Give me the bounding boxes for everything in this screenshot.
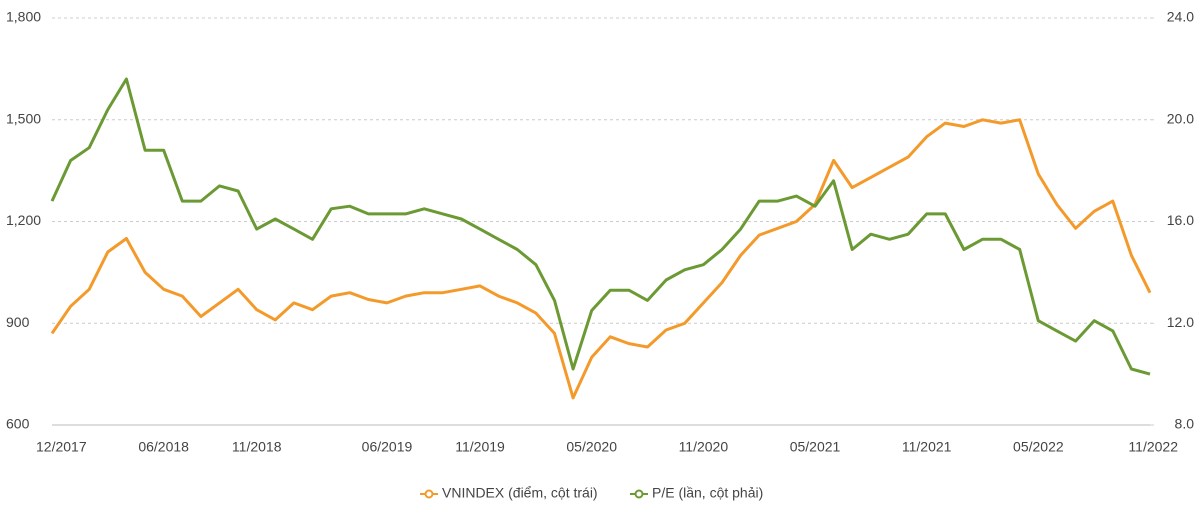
y2-tick-label: 16.0 [1167, 212, 1194, 228]
x-tick-label: 11/2020 [679, 439, 729, 455]
y2-tick-label: 12.0 [1167, 314, 1194, 330]
y2-tick-label: 20.0 [1167, 110, 1194, 126]
legend-label: P/E (lần, cột phải) [652, 485, 763, 501]
y2-tick-label: 8.0 [1175, 416, 1195, 432]
x-tick-label: 06/2019 [362, 439, 413, 455]
x-tick-label: 11/2018 [232, 439, 282, 455]
y-tick-label: 1,200 [6, 212, 41, 228]
x-tick-label: 06/2018 [138, 439, 189, 455]
y2-tick-label: 24.0 [1167, 9, 1194, 25]
x-tick-label: 12/2017 [36, 439, 87, 455]
legend-marker [634, 489, 644, 499]
x-tick-label: 05/2021 [790, 439, 841, 455]
series-line [50, 118, 1152, 400]
y-tick-label: 900 [6, 314, 30, 330]
y-tick-label: 600 [6, 416, 30, 432]
x-tick-label: 05/2022 [1013, 439, 1064, 455]
x-tick-label: 05/2020 [566, 439, 617, 455]
y-tick-label: 1,500 [6, 110, 41, 126]
y-tick-label: 1,800 [6, 9, 41, 25]
x-tick-label: 11/2021 [902, 439, 952, 455]
legend-marker [424, 489, 434, 499]
x-tick-label: 11/2019 [455, 439, 505, 455]
series-line [50, 77, 1151, 376]
x-tick-label: 11/2022 [1128, 439, 1178, 455]
legend-label: VNINDEX (điểm, cột trái) [442, 485, 598, 501]
